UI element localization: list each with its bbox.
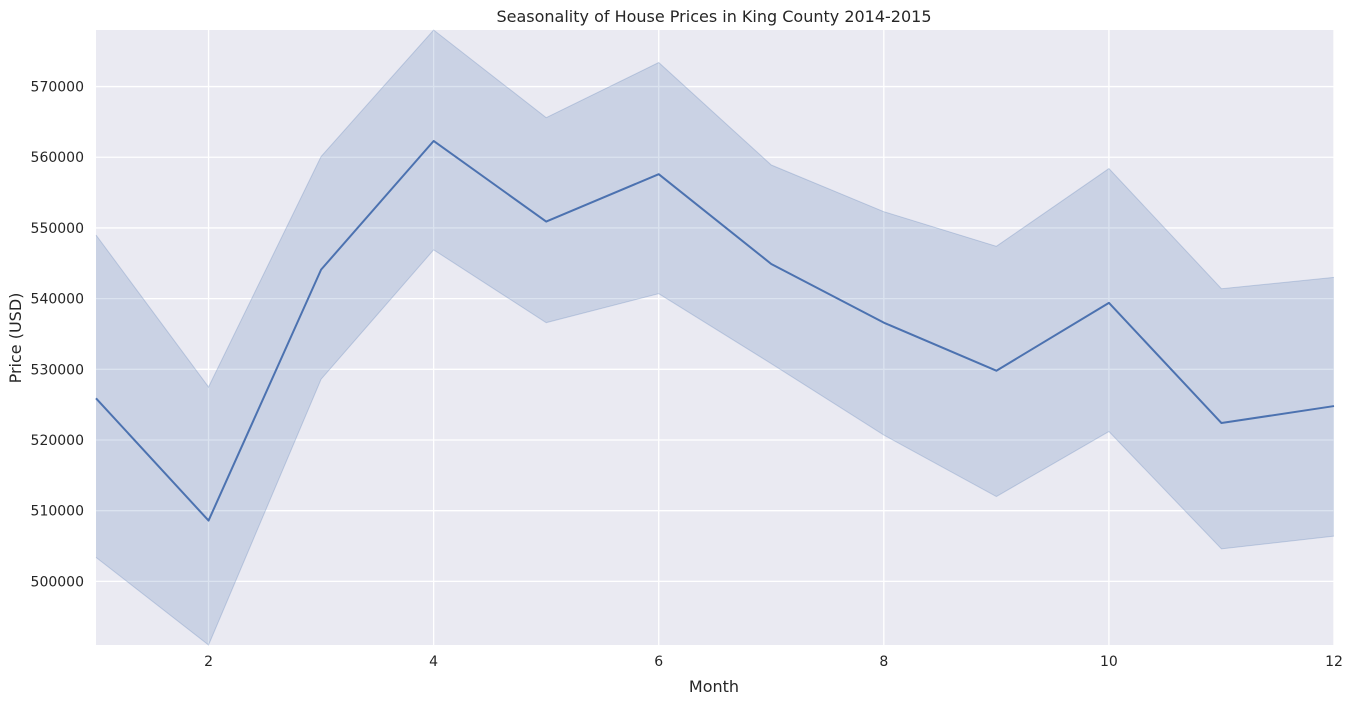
y-tick-label: 570000 [31, 80, 84, 96]
y-tick-label: 550000 [31, 221, 84, 237]
y-tick-label: 540000 [31, 292, 84, 308]
x-tick-label: 4 [429, 654, 438, 670]
x-gridlines [207, 30, 1335, 645]
y-tick-labels: 500000 510000 520000 530000 540000 550000 5600… [31, 80, 84, 591]
x-tick-label: 8 [879, 654, 888, 670]
y-tick-label: 560000 [31, 150, 84, 166]
confidence-band [96, 30, 1334, 645]
x-tick-label: 12 [1325, 654, 1343, 670]
chart-title: Seasonality of House Prices in King Coun… [496, 7, 931, 26]
y-gridlines [96, 85, 1334, 583]
x-tick-label: 6 [654, 654, 663, 670]
confidence-band-upper-edge [95, 29, 1335, 388]
x-tick-label: 10 [1100, 654, 1118, 670]
price-series-line [95, 139, 1335, 522]
x-tick-label: 2 [204, 654, 213, 670]
plot-area [96, 30, 1334, 645]
confidence-band-lower-edge [95, 249, 1335, 646]
y-tick-label: 520000 [31, 433, 84, 449]
y-tick-label: 510000 [31, 504, 84, 520]
x-tick-labels: 2 4 6 8 10 12 [204, 654, 1343, 670]
x-axis-label: Month [689, 677, 739, 696]
y-axis-label: Price (USD) [6, 293, 25, 384]
y-tick-label: 530000 [31, 362, 84, 378]
y-tick-label: 500000 [31, 574, 84, 590]
